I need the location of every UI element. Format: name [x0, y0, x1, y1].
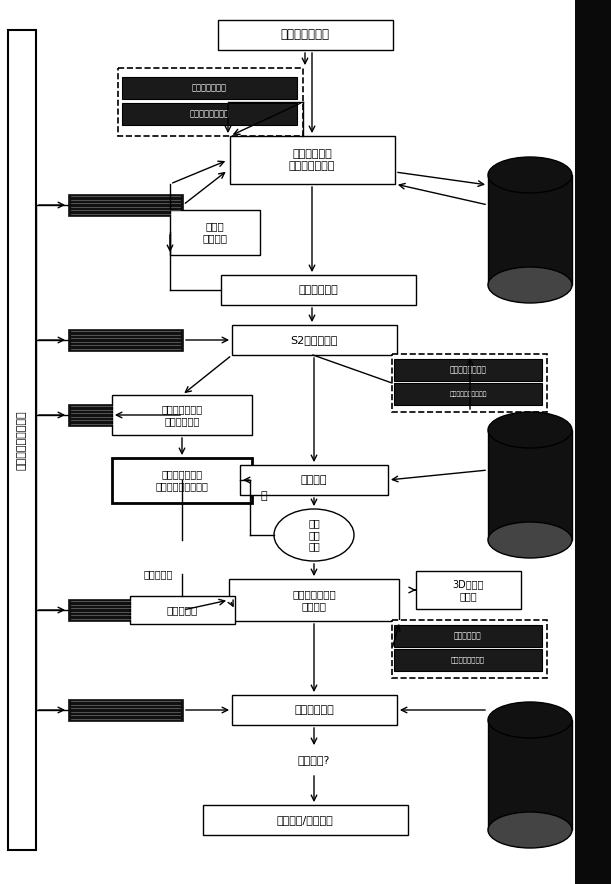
- Text: 叶型
优化
设计: 叶型 优化 设计: [308, 518, 320, 552]
- Text: 满足要求?: 满足要求?: [298, 755, 330, 765]
- Text: 三维特性计算: 三维特性计算: [294, 705, 334, 715]
- FancyBboxPatch shape: [68, 194, 183, 216]
- FancyBboxPatch shape: [488, 175, 572, 285]
- FancyBboxPatch shape: [415, 571, 521, 609]
- Text: 落后角修正: 落后角修正: [144, 569, 173, 579]
- FancyBboxPatch shape: [130, 596, 235, 624]
- FancyBboxPatch shape: [68, 599, 183, 621]
- FancyBboxPatch shape: [8, 30, 36, 850]
- Ellipse shape: [274, 509, 354, 561]
- FancyBboxPatch shape: [394, 383, 542, 405]
- FancyBboxPatch shape: [232, 695, 397, 725]
- FancyBboxPatch shape: [232, 325, 397, 355]
- Text: 落后角分布: 落后角分布: [166, 605, 197, 615]
- FancyBboxPatch shape: [68, 699, 183, 721]
- Text: 参数逐级分布规律: 参数逐级分布规律: [189, 110, 230, 118]
- Text: 压气机气动设计规范: 压气机气动设计规范: [17, 410, 27, 469]
- Ellipse shape: [488, 522, 572, 558]
- Text: 动叶效率分布: 动叶效率分布: [454, 631, 482, 641]
- Text: S2反问题设计: S2反问题设计: [290, 335, 338, 345]
- Text: 设计完成/强度计算: 设计完成/强度计算: [277, 815, 334, 825]
- Text: 设计要求与目标: 设计要求与目标: [280, 28, 329, 42]
- Ellipse shape: [488, 412, 572, 448]
- FancyBboxPatch shape: [229, 579, 399, 621]
- Ellipse shape: [488, 267, 572, 303]
- Text: 初始设计方案
（一维反问题）: 初始设计方案 （一维反问题）: [289, 149, 335, 171]
- Text: 叶片造型: 叶片造型: [301, 475, 327, 485]
- Text: 关键参数的确定
（弯后角、弦长等）: 关键参数的确定 （弯后角、弦长等）: [156, 469, 208, 491]
- Text: 静叶总压恢复系数: 静叶总压恢复系数: [451, 657, 485, 663]
- FancyBboxPatch shape: [218, 20, 392, 50]
- FancyBboxPatch shape: [118, 68, 303, 136]
- FancyBboxPatch shape: [394, 359, 542, 381]
- FancyBboxPatch shape: [392, 354, 547, 412]
- FancyBboxPatch shape: [68, 404, 183, 426]
- Text: 不满足
方案调整: 不满足 方案调整: [202, 221, 227, 243]
- FancyBboxPatch shape: [488, 430, 572, 540]
- FancyBboxPatch shape: [112, 395, 252, 435]
- FancyBboxPatch shape: [68, 329, 183, 351]
- Text: 总体级设计规则: 总体级设计规则: [192, 83, 227, 93]
- FancyBboxPatch shape: [122, 77, 297, 99]
- Ellipse shape: [488, 812, 572, 848]
- FancyBboxPatch shape: [240, 465, 388, 495]
- Text: 3D修正损
失分布: 3D修正损 失分布: [452, 579, 484, 601]
- Text: 一维特性计算: 一维特性计算: [298, 285, 338, 295]
- Text: 各叶离流线位置
及气流角分布: 各叶离流线位置 及气流角分布: [161, 404, 203, 426]
- Ellipse shape: [488, 157, 572, 193]
- FancyBboxPatch shape: [394, 625, 542, 647]
- Text: 设计点三维流场
逐级计算: 设计点三维流场 逐级计算: [292, 590, 336, 611]
- FancyBboxPatch shape: [488, 720, 572, 830]
- FancyBboxPatch shape: [112, 458, 252, 502]
- FancyBboxPatch shape: [221, 275, 415, 305]
- Text: 给算动叶效率分布: 给算动叶效率分布: [450, 365, 486, 375]
- Text: 给算静叶总压恢复系数: 给算静叶总压恢复系数: [449, 392, 487, 397]
- Ellipse shape: [488, 702, 572, 738]
- FancyBboxPatch shape: [122, 103, 297, 125]
- FancyBboxPatch shape: [392, 620, 547, 678]
- Text: 否: 否: [261, 491, 268, 501]
- FancyBboxPatch shape: [394, 649, 542, 671]
- FancyBboxPatch shape: [230, 136, 395, 184]
- FancyBboxPatch shape: [170, 210, 260, 255]
- FancyBboxPatch shape: [575, 0, 611, 884]
- FancyBboxPatch shape: [202, 805, 408, 835]
